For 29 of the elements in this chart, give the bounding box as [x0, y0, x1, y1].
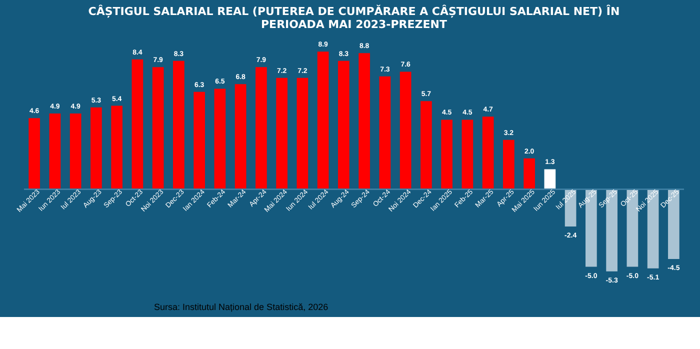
bar — [256, 67, 267, 190]
bar — [214, 88, 226, 190]
bar — [173, 60, 184, 190]
chart-title: CÂȘTIGUL SALARIAL REAL (PUTEREA DE CUMPĂRARE A CÂȘTIGULUI SALARIAL NET) ÎN PERIOADA MAI 2023-PREZENT — [88, 4, 620, 31]
bar — [111, 106, 122, 190]
text: Sursa: Institutul Național de Statistică, 2026 — [154, 302, 328, 312]
bar — [338, 60, 350, 190]
bar — [379, 76, 391, 190]
bar — [462, 120, 474, 190]
bar — [524, 158, 535, 190]
bar — [234, 84, 246, 190]
bar — [90, 107, 102, 190]
bar — [358, 53, 370, 190]
bar — [482, 116, 494, 190]
bar — [400, 72, 412, 190]
bar — [544, 169, 556, 190]
bar — [152, 67, 164, 190]
bar — [49, 114, 61, 190]
bar — [276, 78, 288, 190]
bar — [441, 120, 452, 190]
bar — [28, 118, 40, 190]
bar — [317, 52, 329, 190]
bar — [647, 189, 659, 268]
bar — [132, 59, 144, 190]
bar — [194, 92, 205, 190]
bar — [70, 114, 82, 190]
bar — [420, 101, 432, 190]
bar — [296, 78, 308, 190]
bar — [503, 140, 514, 190]
